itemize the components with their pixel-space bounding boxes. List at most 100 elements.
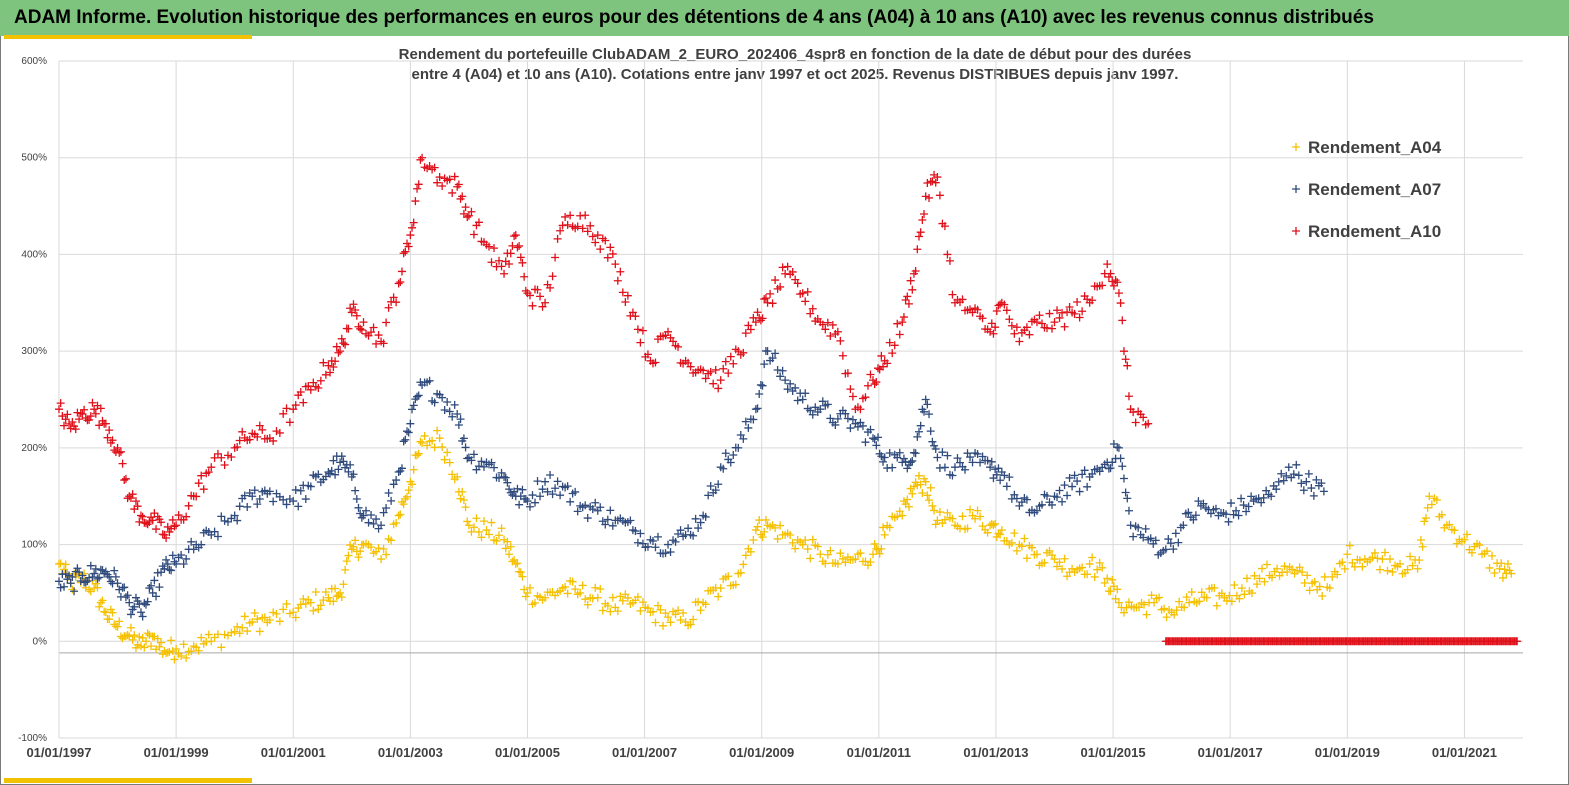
data-point: [933, 516, 942, 525]
data-point: [1388, 567, 1397, 576]
data-point: [85, 415, 94, 424]
data-point: [581, 211, 590, 220]
data-point: [879, 362, 888, 371]
data-point: [505, 485, 514, 494]
data-point: [331, 357, 340, 366]
data-point: [1416, 536, 1425, 545]
data-point: [684, 524, 693, 533]
data-point: [235, 502, 244, 511]
data-point: [1421, 514, 1430, 523]
data-point: [235, 436, 244, 445]
data-point: [556, 491, 565, 500]
data-point: [157, 518, 166, 527]
data-point: [165, 565, 174, 574]
data-point: [309, 606, 318, 615]
data-point: [899, 313, 908, 322]
data-point: [321, 587, 330, 596]
data-point: [68, 585, 77, 594]
data-point: [935, 508, 944, 517]
data-point: [618, 596, 627, 605]
data-point: [761, 294, 770, 303]
data-point: [651, 618, 660, 627]
data-point: [243, 502, 252, 511]
data-point: [913, 245, 922, 254]
data-point: [741, 551, 750, 560]
data-point: [908, 285, 917, 294]
data-point: [1260, 577, 1269, 586]
data-point: [167, 566, 176, 575]
data-point: [1078, 307, 1087, 316]
data-point: [487, 258, 496, 267]
data-point: [538, 485, 547, 494]
data-point: [356, 547, 365, 556]
data-point: [1338, 558, 1347, 567]
data-point: [399, 437, 408, 446]
data-point: [65, 419, 74, 428]
data-point: [1083, 570, 1092, 579]
data-point: [1179, 521, 1188, 530]
data-point: [346, 304, 355, 313]
data-point: [131, 593, 140, 602]
data-point: [921, 192, 930, 201]
data-point: [1234, 511, 1243, 520]
data-point: [269, 608, 278, 617]
data-point: [430, 398, 439, 407]
data-point: [1085, 559, 1094, 568]
data-point: [362, 506, 371, 515]
data-point: [351, 486, 360, 495]
data-point: [923, 179, 932, 188]
data-point: [359, 318, 368, 327]
data-point: [448, 470, 457, 479]
data-point: [403, 427, 412, 436]
data-point: [818, 397, 827, 406]
legend-marker: [1292, 227, 1300, 235]
data-point: [1045, 309, 1054, 318]
data-point: [786, 531, 795, 540]
data-point: [120, 583, 129, 592]
data-point: [138, 612, 147, 621]
data-point: [533, 477, 542, 486]
data-point: [1202, 593, 1211, 602]
data-point: [611, 260, 620, 269]
data-point: [344, 467, 353, 476]
data-point: [123, 630, 132, 639]
data-point: [96, 404, 105, 413]
data-point: [128, 635, 137, 644]
data-point: [872, 378, 881, 387]
data-point: [874, 364, 883, 373]
data-point: [1312, 475, 1321, 484]
data-point: [1058, 308, 1067, 317]
data-point: [121, 474, 130, 483]
data-point: [586, 221, 595, 230]
data-point: [523, 497, 532, 506]
data-point: [379, 544, 388, 553]
data-point: [603, 515, 612, 524]
data-point: [1385, 555, 1394, 564]
data-point: [1017, 542, 1026, 551]
data-point: [272, 609, 281, 618]
data-point: [420, 431, 429, 440]
data-point: [150, 632, 159, 641]
data-point: [1252, 580, 1261, 589]
data-point: [170, 522, 179, 531]
data-point: [1488, 551, 1497, 560]
data-point: [753, 308, 762, 317]
data-point: [1060, 554, 1069, 563]
data-point: [1109, 281, 1118, 290]
data-point: [299, 595, 308, 604]
series-rendement-a07: [55, 346, 1328, 621]
data-point: [86, 561, 95, 570]
data-point: [621, 298, 630, 307]
data-point: [711, 486, 720, 495]
data-point: [1255, 574, 1264, 583]
data-point: [1111, 594, 1120, 603]
data-point: [553, 477, 562, 486]
data-point: [445, 175, 454, 184]
data-point: [1065, 473, 1074, 482]
data-point: [399, 249, 408, 258]
data-point: [1325, 584, 1334, 593]
data-point: [1211, 504, 1220, 513]
data-point: [321, 370, 330, 379]
data-point: [135, 517, 144, 526]
